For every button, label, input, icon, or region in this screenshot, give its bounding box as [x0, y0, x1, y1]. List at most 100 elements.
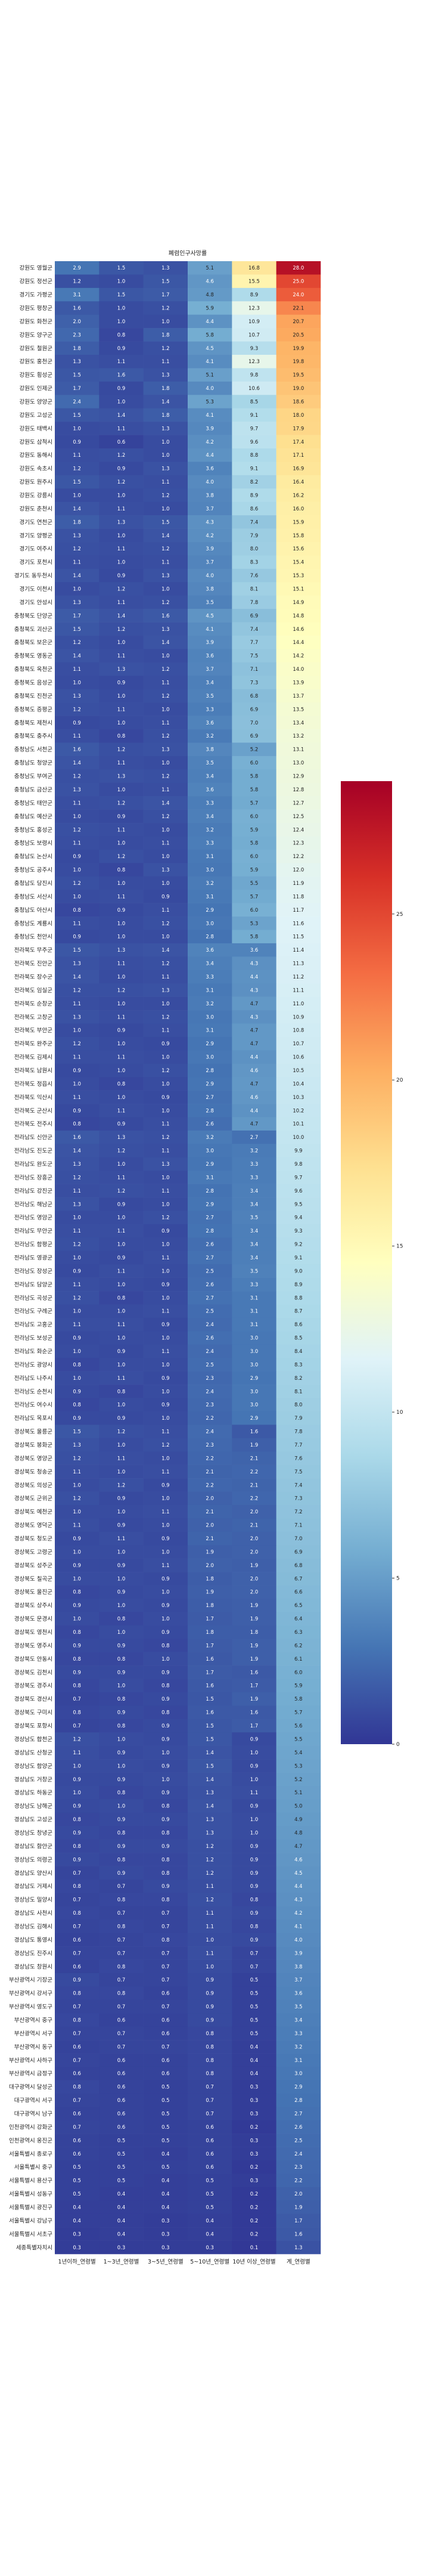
cell-value-label: 16.0 — [293, 506, 304, 512]
heatmap-cell — [143, 528, 188, 543]
cell-value-label: 1.0 — [117, 400, 126, 405]
cell-value-label: 1.4 — [73, 506, 81, 512]
heatmap-cell — [276, 1745, 321, 1760]
cell-value-label: 1.7 — [206, 1643, 214, 1649]
cell-value-label: 1.1 — [73, 1228, 81, 1234]
cell-value-label: 0.7 — [73, 2125, 81, 2131]
heatmap-cell — [276, 395, 321, 409]
cell-value-label: 1.2 — [161, 693, 170, 699]
cell-value-label: 1.0 — [161, 1175, 170, 1181]
heatmap-cell — [232, 1358, 276, 1371]
cell-value-label: 1.1 — [161, 1188, 170, 1194]
cell-value-label: 4.6 — [250, 1068, 259, 1074]
heatmap-cell — [99, 769, 144, 784]
heatmap-cell — [99, 1451, 144, 1465]
cell-value-label: 5.8 — [250, 787, 259, 793]
heatmap-cell — [232, 716, 276, 730]
heatmap-cell — [232, 1117, 276, 1131]
heatmap-cell — [276, 2200, 321, 2215]
heatmap-cell — [143, 2187, 188, 2201]
cell-value-label: 2.8 — [206, 1068, 214, 1074]
heatmap-cell — [143, 1531, 188, 1546]
heatmap-cell — [276, 2066, 321, 2080]
cell-value-label: 2.6 — [206, 1242, 214, 1248]
heatmap-cell — [55, 2160, 100, 2174]
heatmap-cell — [143, 903, 188, 917]
heatmap-cell — [232, 662, 276, 676]
heatmap-cell — [276, 261, 321, 275]
cell-value-label: 1.1 — [161, 908, 170, 914]
cell-value-label: 1.5 — [73, 948, 81, 953]
heatmap-cell — [99, 996, 144, 1011]
heatmap-cell — [55, 1077, 100, 1091]
heatmap-cell — [232, 408, 276, 422]
row-label: 경상북도 영주시 — [14, 1642, 52, 1649]
heatmap-cell — [276, 2213, 321, 2228]
cell-value-label: 0.5 — [117, 2165, 126, 2171]
heatmap-cell — [188, 1785, 232, 1800]
cell-value-label: 3.3 — [250, 1162, 259, 1168]
heatmap-cell — [55, 876, 100, 890]
cell-value-label: 1.2 — [161, 306, 170, 312]
heatmap-cell — [99, 2107, 144, 2121]
cell-value-label: 3.1 — [250, 1295, 259, 1301]
cell-value-label: 1.1 — [161, 1122, 170, 1128]
cell-value-label: 2.9 — [206, 1041, 214, 1047]
heatmap-cell — [188, 609, 232, 623]
cell-value-label: 1.2 — [73, 1175, 81, 1181]
heatmap-cell — [99, 956, 144, 971]
heatmap-cell — [276, 1705, 321, 1720]
cell-value-label: 6.1 — [294, 1657, 303, 1662]
heatmap-cell — [188, 2227, 232, 2241]
cell-value-label: 1.2 — [161, 1068, 170, 1074]
heatmap-cell — [188, 836, 232, 850]
cell-value-label: 0.9 — [161, 1670, 170, 1676]
row-label: 전라남도 광양시 — [14, 1361, 52, 1368]
row-label: 부산광역시 기장군 — [9, 1977, 52, 1984]
cell-value-label: 1.6 — [161, 613, 170, 619]
heatmap-cell — [99, 2134, 144, 2147]
heatmap-cell — [276, 501, 321, 516]
heatmap-cell — [232, 1425, 276, 1439]
heatmap-cell — [99, 301, 144, 315]
heatmap-cell — [143, 702, 188, 716]
cell-value-label: 1.3 — [117, 519, 126, 525]
cell-value-label: 0.7 — [73, 2098, 81, 2104]
cell-value-label: 1.7 — [250, 1723, 259, 1729]
heatmap-cell — [99, 1385, 144, 1398]
heatmap-cell — [188, 1679, 232, 1693]
cell-value-label: 7.9 — [294, 1416, 303, 1422]
heatmap-cell — [143, 381, 188, 395]
cell-value-label: 1.2 — [73, 640, 81, 646]
cell-value-label: 1.0 — [73, 1549, 81, 1555]
heatmap-cell — [276, 1612, 321, 1626]
heatmap-cell — [143, 1184, 188, 1198]
row-label: 전라남도 영암군 — [14, 1214, 52, 1221]
cell-value-label: 0.7 — [73, 1723, 81, 1729]
heatmap-cell — [55, 1117, 100, 1131]
heatmap-cell — [143, 890, 188, 903]
heatmap-cell — [99, 1545, 144, 1559]
heatmap-cell — [143, 1144, 188, 1158]
cell-value-label: 1.2 — [161, 1215, 170, 1221]
cell-value-label: 0.9 — [73, 1108, 81, 1114]
cell-value-label: 1.0 — [250, 1830, 259, 1836]
cell-value-label: 6.4 — [294, 1617, 303, 1623]
cell-value-label: 1.0 — [117, 1041, 126, 1047]
heatmap-cell — [276, 1826, 321, 1840]
heatmap-cell — [188, 475, 232, 489]
heatmap-cell — [99, 1772, 144, 1787]
cell-value-label: 7.0 — [294, 1536, 303, 1542]
heatmap-cell — [55, 796, 100, 810]
cell-value-label: 1.0 — [117, 720, 126, 726]
heatmap-cell — [55, 1692, 100, 1706]
row-label: 경상북도 문경시 — [14, 1615, 52, 1623]
cell-value-label: 3.2 — [206, 827, 214, 833]
cell-value-label: 3.1 — [206, 1028, 214, 1034]
heatmap-cell — [99, 2174, 144, 2188]
heatmap-cell — [276, 1933, 321, 1947]
cell-value-label: 0.9 — [73, 1857, 81, 1863]
cell-value-label: 3.0 — [250, 1389, 259, 1395]
cell-value-label: 9.7 — [294, 1175, 303, 1181]
heatmap-cell — [232, 903, 276, 917]
